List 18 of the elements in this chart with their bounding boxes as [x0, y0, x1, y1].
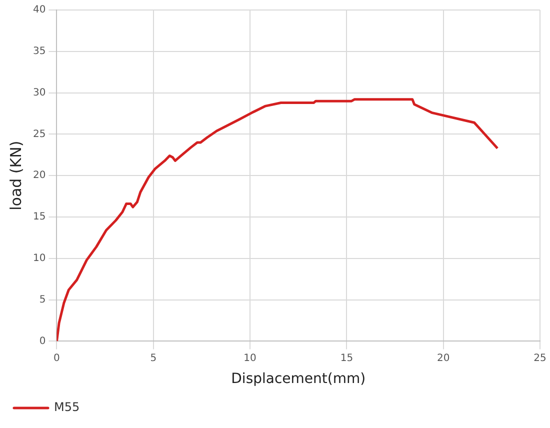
legend-label: M55 [54, 400, 80, 414]
y-tick-label: 15 [32, 212, 46, 223]
y-tick-label: 0 [39, 336, 46, 347]
y-axis-title: load (KN) [6, 140, 25, 210]
x-tick-label: 5 [150, 352, 157, 364]
x-tick-label: 15 [340, 352, 354, 364]
x-tick-label: 20 [436, 352, 450, 364]
x-axis-title: Displacement(mm) [231, 371, 366, 388]
y-tick-label: 25 [32, 128, 46, 140]
x-tick-label: 0 [54, 352, 60, 364]
y-tick-label: 35 [32, 46, 46, 57]
y-tick-label: 30 [32, 87, 46, 98]
x-tick-label: 25 [534, 352, 546, 364]
y-tick-label: 10 [32, 252, 46, 264]
x-tick-label: 10 [244, 352, 256, 364]
y-tick-label: 5 [39, 294, 46, 306]
y-tick-label: 20 [32, 170, 46, 182]
y-tick-label: 40 [32, 4, 46, 16]
